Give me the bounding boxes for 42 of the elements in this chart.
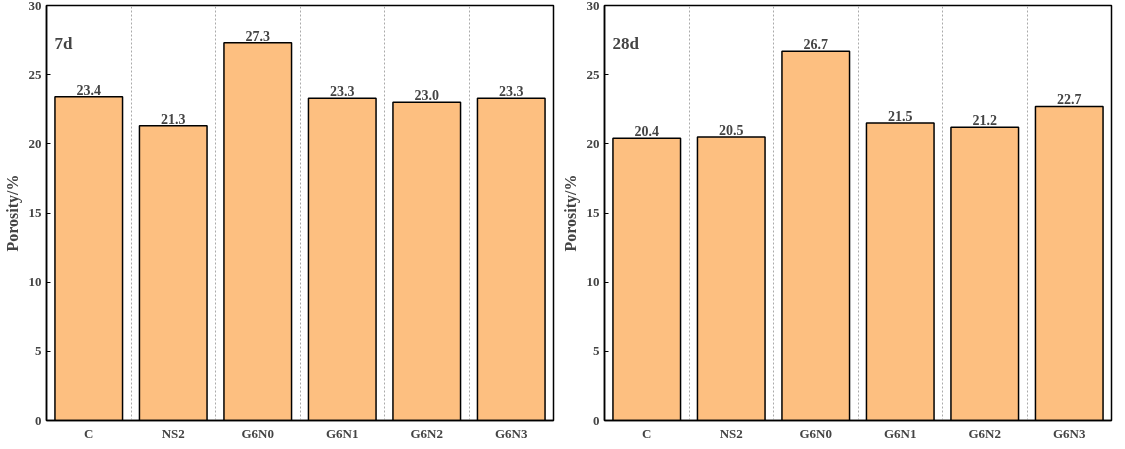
x-tick-label: G6N3 xyxy=(1053,425,1086,441)
y-tick-label: 20 xyxy=(28,135,42,151)
data-label: 21.3 xyxy=(161,111,186,127)
x-tick-label: G6N2 xyxy=(410,425,443,441)
x-tick-label: G6N2 xyxy=(968,425,1001,441)
data-label: 23.0 xyxy=(414,88,439,104)
x-tick-label: G6N1 xyxy=(326,425,359,441)
x-tick-label: C xyxy=(642,425,652,441)
data-label: 23.3 xyxy=(330,84,355,100)
data-label: 23.3 xyxy=(499,84,524,100)
y-tick-label: 5 xyxy=(593,343,600,359)
data-label: 20.5 xyxy=(719,122,744,138)
y-tick-label: 5 xyxy=(35,343,42,359)
y-tick-label: 15 xyxy=(586,205,600,220)
y-tick-label: 30 xyxy=(586,0,600,13)
data-label: 21.2 xyxy=(972,113,997,129)
data-label: 27.3 xyxy=(245,28,270,44)
y-tick-label: 0 xyxy=(593,412,600,428)
y-tick-label: 20 xyxy=(586,135,600,151)
data-label: 21.5 xyxy=(888,109,913,125)
y-tick-label: 25 xyxy=(28,66,42,82)
x-tick-label: G6N0 xyxy=(799,425,832,441)
y-axis-title: Porosity/% xyxy=(561,174,580,252)
x-tick-label: G6N0 xyxy=(241,425,274,441)
y-tick-label: 15 xyxy=(28,205,42,220)
y-tick-label: 30 xyxy=(28,0,42,13)
x-tick-label: NS2 xyxy=(719,425,743,441)
y-tick-label: 10 xyxy=(586,274,600,290)
y-axis-title: Porosity/% xyxy=(3,174,22,252)
text: 28d xyxy=(612,33,640,53)
data-label: 23.4 xyxy=(76,82,101,98)
x-tick-label: G6N3 xyxy=(495,425,528,441)
data-label: 22.7 xyxy=(1057,92,1082,108)
x-tick-label: C xyxy=(84,425,94,441)
data-label: 26.7 xyxy=(803,37,828,53)
x-tick-label: G6N1 xyxy=(884,425,917,441)
y-tick-label: 10 xyxy=(28,274,42,290)
y-tick-label: 0 xyxy=(35,412,42,428)
data-label: 20.4 xyxy=(634,124,659,140)
text: 7d xyxy=(54,33,73,53)
y-tick-label: 25 xyxy=(586,66,600,82)
x-tick-label: NS2 xyxy=(161,425,185,441)
